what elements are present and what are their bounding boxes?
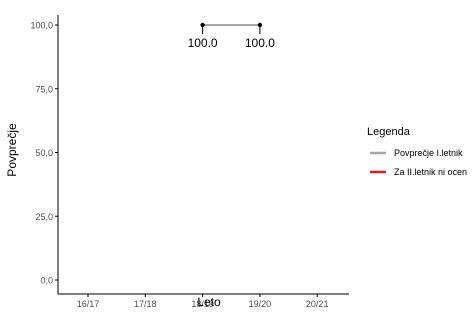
x-tick-label: 19/20 [249, 299, 272, 309]
legend-items: Povprečje I.letnik Za II.letnik ni ocen [370, 148, 467, 177]
y-tick-label: 0,0 [40, 276, 53, 286]
series-line: 100.0 100.0 [188, 22, 275, 50]
data-label: 100.0 [245, 36, 275, 50]
legend-item: Povprečje I.letnik [370, 148, 463, 158]
legend: Legenda Povprečje I.letnik Za II.letnik n… [367, 126, 467, 177]
data-label: 100.0 [188, 36, 218, 50]
y-tick-label: 50,0 [35, 148, 53, 158]
x-tick-label: 18/19 [191, 299, 214, 309]
y-tick-label: 100,0 [30, 21, 53, 31]
legend-label: Za II.letnik ni ocen [394, 167, 467, 177]
x-tick-label: 17/18 [134, 299, 157, 309]
data-point [200, 22, 205, 28]
data-point [257, 22, 263, 28]
x-tick-label: 16/17 [77, 299, 100, 309]
legend-item: Za II.letnik ni ocen [370, 167, 467, 177]
legend-label: Povprečje I.letnik [394, 148, 463, 158]
y-tick-label: 25,0 [35, 212, 53, 222]
x-ticks: 16/17 17/18 18/19 19/20 20/21 [77, 294, 329, 309]
y-tick-label: 75,0 [35, 84, 53, 94]
x-axis-title: Leto [197, 295, 221, 309]
x-tick-label: 20/21 [306, 299, 329, 309]
y-axis-title: Povprečje [5, 123, 19, 177]
legend-title: Legenda [367, 126, 411, 138]
y-ticks: 0,0 25,0 50,0 75,0 100,0 [30, 21, 58, 286]
plot-area: 100.0 100.0 [188, 22, 275, 50]
